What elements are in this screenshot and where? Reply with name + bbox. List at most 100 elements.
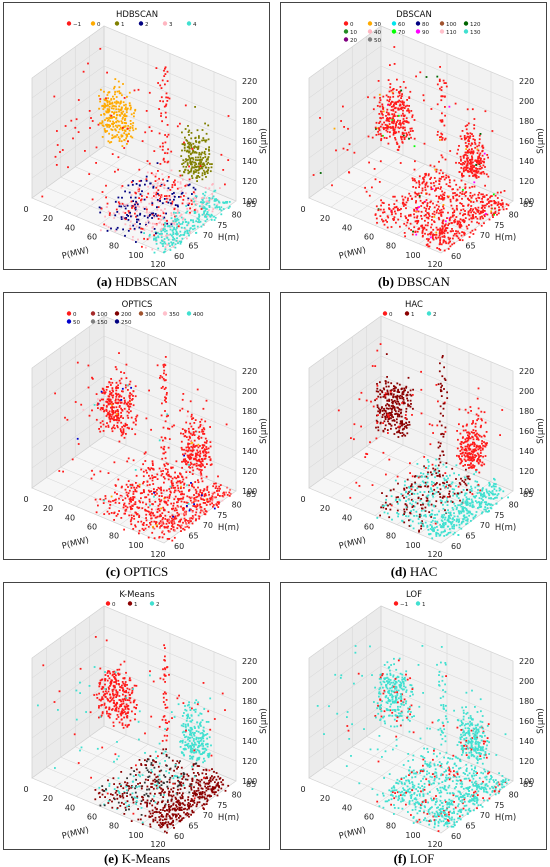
data-point <box>391 122 394 124</box>
data-point <box>464 460 467 462</box>
data-point <box>205 494 207 497</box>
data-point <box>106 123 108 126</box>
data-point <box>120 100 122 103</box>
data-point <box>123 126 126 128</box>
data-point <box>391 113 394 116</box>
data-point <box>150 467 153 470</box>
data-point <box>474 159 477 162</box>
data-point <box>199 461 202 463</box>
data-point <box>194 445 197 447</box>
legend-label: 50 <box>374 38 381 44</box>
data-point <box>219 208 221 210</box>
data-point <box>475 445 478 448</box>
data-point <box>464 445 467 448</box>
data-point <box>411 486 414 488</box>
data-point <box>400 215 402 218</box>
z-tick-label: 180 <box>519 117 534 126</box>
data-point <box>118 86 121 89</box>
data-point <box>168 195 171 197</box>
data-point <box>228 494 231 497</box>
data-point <box>474 429 477 432</box>
data-point <box>486 213 489 216</box>
data-point <box>466 146 469 148</box>
data-point <box>376 127 379 130</box>
data-point <box>498 206 500 209</box>
data-point <box>411 197 413 200</box>
data-point <box>181 492 184 495</box>
data-point <box>104 106 106 109</box>
data-point <box>129 392 131 394</box>
data-point <box>130 518 133 521</box>
data-point <box>109 420 112 423</box>
data-point <box>488 205 490 208</box>
data-point <box>196 165 199 168</box>
data-point <box>173 498 176 501</box>
data-point <box>468 510 471 513</box>
data-point <box>122 499 124 501</box>
data-point <box>442 231 444 234</box>
data-point <box>484 184 486 187</box>
data-point <box>120 517 123 519</box>
data-point <box>203 488 206 491</box>
data-point <box>118 140 121 142</box>
data-point <box>130 500 132 503</box>
data-point <box>186 162 189 164</box>
data-point <box>453 242 456 245</box>
data-point <box>451 207 454 210</box>
data-point <box>200 465 202 468</box>
data-point <box>438 80 441 82</box>
data-point <box>394 395 397 398</box>
data-point <box>463 476 466 479</box>
data-point <box>405 496 408 498</box>
data-point <box>479 172 482 175</box>
data-point <box>207 447 210 450</box>
data-point <box>438 172 441 175</box>
data-point <box>153 527 156 530</box>
data-point <box>159 377 161 379</box>
data-point <box>125 217 128 219</box>
data-point <box>186 415 189 418</box>
data-point <box>203 194 206 197</box>
data-point <box>198 152 201 154</box>
data-point <box>470 431 473 433</box>
data-point <box>120 106 123 109</box>
data-point <box>471 194 474 197</box>
data-point <box>192 443 195 446</box>
data-point <box>465 440 468 443</box>
data-point <box>158 503 161 506</box>
data-point <box>388 120 391 123</box>
data-point <box>396 415 399 418</box>
data-point <box>91 469 93 472</box>
data-point <box>190 415 193 418</box>
data-point <box>192 150 194 152</box>
data-point <box>482 205 484 207</box>
data-point <box>456 152 459 155</box>
data-point <box>431 235 434 238</box>
data-point <box>197 145 200 148</box>
data-point <box>107 210 110 213</box>
data-point <box>125 377 128 379</box>
data-point <box>145 519 148 522</box>
data-point <box>110 102 113 105</box>
data-point <box>155 223 158 225</box>
data-point <box>203 152 206 154</box>
data-point <box>209 163 211 165</box>
data-point <box>408 192 411 195</box>
data-point <box>401 432 404 434</box>
data-point <box>469 459 471 462</box>
data-point <box>434 476 436 479</box>
data-point <box>203 441 206 444</box>
data-point <box>164 356 167 358</box>
data-point <box>420 514 423 517</box>
data-point <box>183 147 186 149</box>
data-point <box>472 138 475 141</box>
data-point <box>165 393 168 396</box>
data-point <box>141 507 144 510</box>
data-point <box>460 203 463 205</box>
data-point <box>128 102 131 105</box>
data-point <box>431 216 434 218</box>
data-point <box>53 95 56 98</box>
data-point <box>429 241 432 244</box>
data-point <box>123 436 126 439</box>
data-point <box>408 487 411 489</box>
